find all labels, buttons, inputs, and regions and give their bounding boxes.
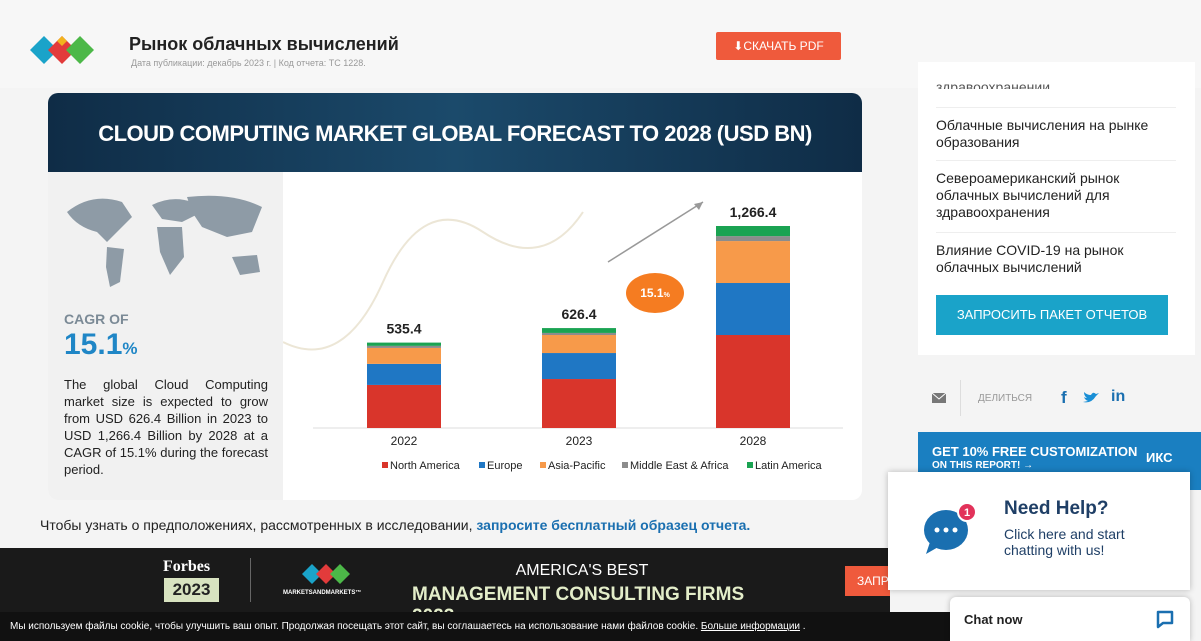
legend-swatch [540, 462, 546, 468]
share-label: ДЕЛИТЬСЯ [978, 393, 1033, 404]
bar-segment [367, 347, 441, 364]
bar-segment [542, 353, 616, 380]
chat-now-bar[interactable]: Chat now [950, 597, 1190, 641]
left-panel: CAGR OF 15.1% The global Cloud Computing… [48, 172, 283, 500]
chat-badge: 1 [964, 507, 970, 519]
divider [936, 232, 1176, 233]
cookie-text: Мы используем файлы cookie, чтобы улучши… [10, 621, 699, 632]
bar-segment [716, 241, 790, 284]
legend-label: Middle East & Africa [630, 460, 729, 472]
share-row: ДЕЛИТЬСЯ f in [918, 380, 1195, 416]
legend-swatch [479, 462, 485, 468]
divider [250, 558, 251, 602]
banner-button[interactable]: ЗАПР [845, 566, 890, 596]
total-label: 626.4 [561, 306, 596, 322]
badge-text: 15.1% [640, 286, 670, 300]
legend-label: Latin America [755, 460, 823, 472]
divider [936, 107, 1176, 108]
chart: 15.1% 535.4 2022 626.4 2023 1,266.4 2028 North… [283, 201, 843, 472]
award-line: AMERICA'S BEST [515, 562, 649, 579]
chat-now-icon[interactable] [1155, 609, 1175, 629]
legend-swatch [382, 462, 388, 468]
bar-segment [542, 332, 616, 336]
button-label[interactable]: СКАЧАТЬ PDF [743, 39, 824, 53]
cagr-label: CAGR OF [64, 311, 129, 327]
linkedin-icon[interactable]: in [1111, 388, 1126, 405]
divider [960, 380, 961, 416]
related-link[interactable]: Влияние COVID-19 на рынок облачных вычис… [936, 242, 1124, 275]
request-button[interactable]: ЗАПРОСИТЬ ПАКЕТ ОТЧЕТОВ [936, 295, 1168, 335]
twitter-icon[interactable] [1083, 391, 1099, 404]
bar-segment [367, 384, 441, 428]
bar-segment [542, 328, 616, 333]
description: The global Cloud Computing market size i… [64, 377, 268, 477]
total-label: 535.4 [386, 321, 421, 337]
chat-now-label[interactable]: Chat now [964, 612, 1023, 627]
brand-name: MARKETSANDMARKETS™ [283, 590, 362, 596]
category-label: 2028 [740, 434, 767, 448]
legend-swatch [747, 462, 753, 468]
divider [936, 160, 1176, 161]
brand-logo [302, 564, 350, 584]
subtitle: Дата публикации: декабрь 2023 г. | Код о… [131, 58, 366, 68]
forbes-logo: Forbes [163, 558, 211, 575]
related-link[interactable]: Североамериканский рынок облачных вычисл… [936, 170, 1120, 220]
facebook-icon[interactable]: f [1061, 388, 1067, 407]
header: Рынок облачных вычислений Дата публикаци… [0, 0, 1201, 88]
legend-label: Europe [487, 460, 522, 472]
bar-segment [542, 379, 616, 428]
note-text: Чтобы узнать о предположениях, рассмотре… [40, 517, 473, 533]
badge-value: 15.1 [640, 286, 664, 300]
cagr-number: 15.1 [64, 328, 123, 361]
bar-segment [542, 335, 616, 354]
chat-title: Need Help? [1004, 498, 1109, 519]
bar-segment [367, 345, 441, 348]
sample-link[interactable]: запросите бесплатный образец отчета. [476, 517, 751, 533]
legend-label: Asia-Pacific [548, 460, 606, 472]
mail-icon[interactable] [932, 393, 946, 403]
category-label: 2023 [566, 434, 593, 448]
cookie-end: . [802, 621, 806, 632]
chat-icon: 1 [924, 502, 977, 554]
chat-popup[interactable]: 1 Need Help? Click here and start chatti… [888, 472, 1190, 590]
promo-line: ON THIS REPORT! → [932, 460, 1034, 471]
total-label: 1,266.4 [730, 204, 777, 220]
badge-unit: % [664, 292, 671, 299]
cagr-badge [626, 273, 684, 313]
note: Чтобы узнать о предположениях, рассмотре… [40, 517, 750, 533]
promo-line: GET 10% FREE CUSTOMIZATION [932, 444, 1138, 459]
arrow-head [694, 202, 703, 210]
logo [30, 36, 94, 64]
legend-label: North America [390, 460, 461, 472]
bar-segment [716, 226, 790, 237]
bar-segment [367, 363, 441, 385]
infographic: CLOUD COMPUTING MARKET GLOBAL FORECAST T… [48, 93, 862, 500]
infographic-title: CLOUD COMPUTING MARKET GLOBAL FORECAST T… [98, 121, 812, 146]
forbes-year: 2023 [164, 578, 219, 602]
growth-arrow [607, 201, 704, 263]
decor-curve [283, 211, 584, 351]
chat-text: Click here and start chatting with us! [1004, 526, 1125, 558]
close-label[interactable]: ИКС [1146, 450, 1173, 465]
sidebar: здравоохранении Облачные вычисления на р… [918, 62, 1195, 355]
cookie-link[interactable]: Больше информации [700, 621, 801, 632]
related-link[interactable]: Облачные вычисления на рынке образования [936, 117, 1149, 150]
infographic-banner: CLOUD COMPUTING MARKET GLOBAL FORECAST T… [48, 93, 862, 172]
award-banner: Forbes 2023 MARKETSANDMARKETS™ AMERICA'S… [0, 548, 890, 627]
legend-swatch [622, 462, 628, 468]
world-map [67, 195, 262, 287]
cagr-unit: % [122, 339, 138, 358]
cookie-bar: Мы используем файлы cookie, чтобы улучши… [0, 612, 950, 641]
bar-segment [716, 335, 790, 428]
bar-segment [716, 236, 790, 242]
page-title: Рынок облачных вычислений [129, 34, 399, 54]
category-label: 2022 [391, 434, 418, 448]
bar-segment [367, 342, 441, 346]
download-button[interactable]: ⬇СКАЧАТЬ PDF [716, 32, 841, 60]
bar-segment [716, 283, 790, 336]
related-link[interactable]: здравоохранении [936, 79, 1051, 89]
cagr-value: 15.1% [64, 328, 138, 362]
